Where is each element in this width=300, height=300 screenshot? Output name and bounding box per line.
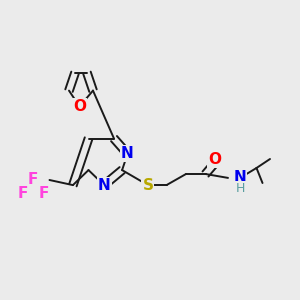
Text: N: N — [98, 178, 110, 193]
Text: F: F — [38, 186, 49, 201]
Text: F: F — [28, 172, 38, 188]
Text: O: O — [73, 99, 86, 114]
Text: N: N — [121, 146, 134, 161]
Text: S: S — [142, 178, 153, 193]
Text: H: H — [235, 182, 245, 195]
Text: F: F — [17, 186, 28, 201]
Text: O: O — [208, 152, 221, 166]
Text: N: N — [234, 170, 246, 185]
